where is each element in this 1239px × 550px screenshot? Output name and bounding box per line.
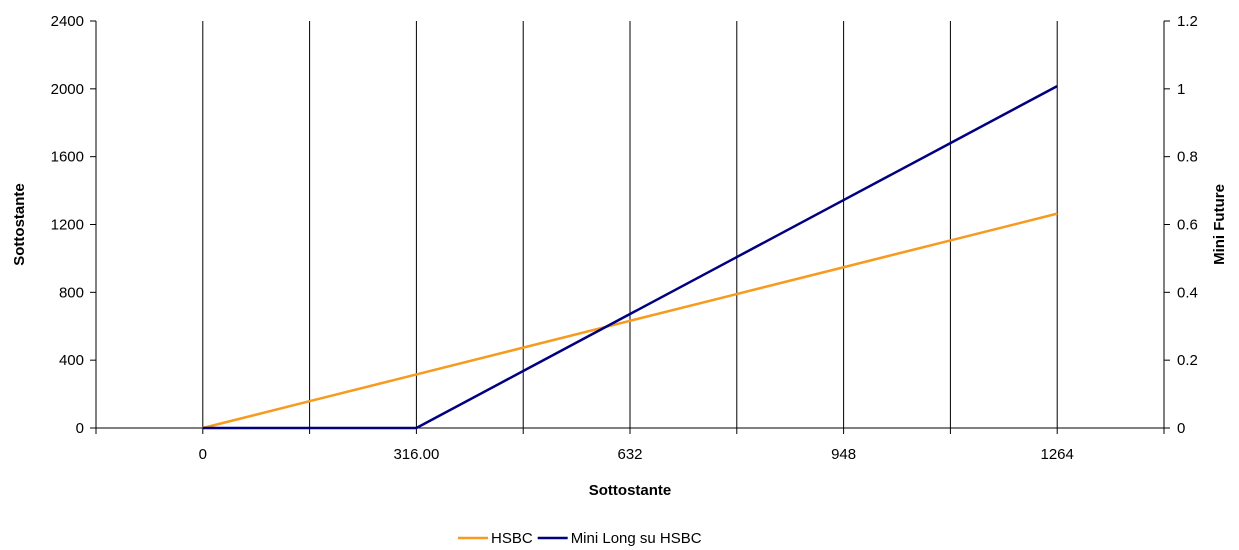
right-y-axis-title: Mini Future (1211, 184, 1228, 265)
right-tick-label: 1 (1177, 81, 1185, 98)
left-tick-label: 2400 (51, 13, 84, 30)
left-tick-label: 1200 (51, 217, 84, 234)
x-tick-label: 0 (199, 446, 207, 463)
x-axis-title: Sottostante (589, 482, 672, 499)
left-y-axis-title: Sottostante (11, 183, 28, 266)
legend-label: HSBC (491, 530, 533, 547)
right-tick-label: 0.6 (1177, 217, 1198, 234)
right-tick-label: 0.8 (1177, 149, 1198, 166)
legend: HSBC Mini Long su HSBC (458, 530, 702, 547)
left-tick-label: 0 (76, 420, 84, 437)
left-tick-label: 2000 (51, 81, 84, 98)
right-tick-label: 1.2 (1177, 13, 1198, 30)
x-tick-label: 316.00 (393, 446, 439, 463)
left-y-axis-ticks: 0 400 800 1200 1600 2000 2400 (51, 13, 96, 437)
right-tick-label: 0 (1177, 420, 1185, 437)
left-tick-label: 1600 (51, 149, 84, 166)
series-line-mini-long-su-hsbc (202, 85, 1058, 430)
right-tick-label: 0.4 (1177, 284, 1198, 301)
x-axis-ticks: 0 316.00 632 948 1264 (95, 428, 1165, 463)
left-tick-label: 800 (59, 284, 84, 301)
x-tick-label: 632 (617, 446, 642, 463)
series-lines (202, 85, 1058, 430)
right-tick-label: 0.2 (1177, 352, 1198, 369)
left-tick-label: 400 (59, 352, 84, 369)
right-y-axis-ticks: 0 0.2 0.4 0.6 0.8 1 1.2 (1164, 13, 1198, 437)
legend-label: Mini Long su HSBC (571, 530, 702, 547)
vertical-gridlines (202, 21, 1058, 428)
x-tick-label: 948 (831, 446, 856, 463)
x-tick-label: 1264 (1041, 446, 1074, 463)
series-line-hsbc (202, 212, 1058, 430)
